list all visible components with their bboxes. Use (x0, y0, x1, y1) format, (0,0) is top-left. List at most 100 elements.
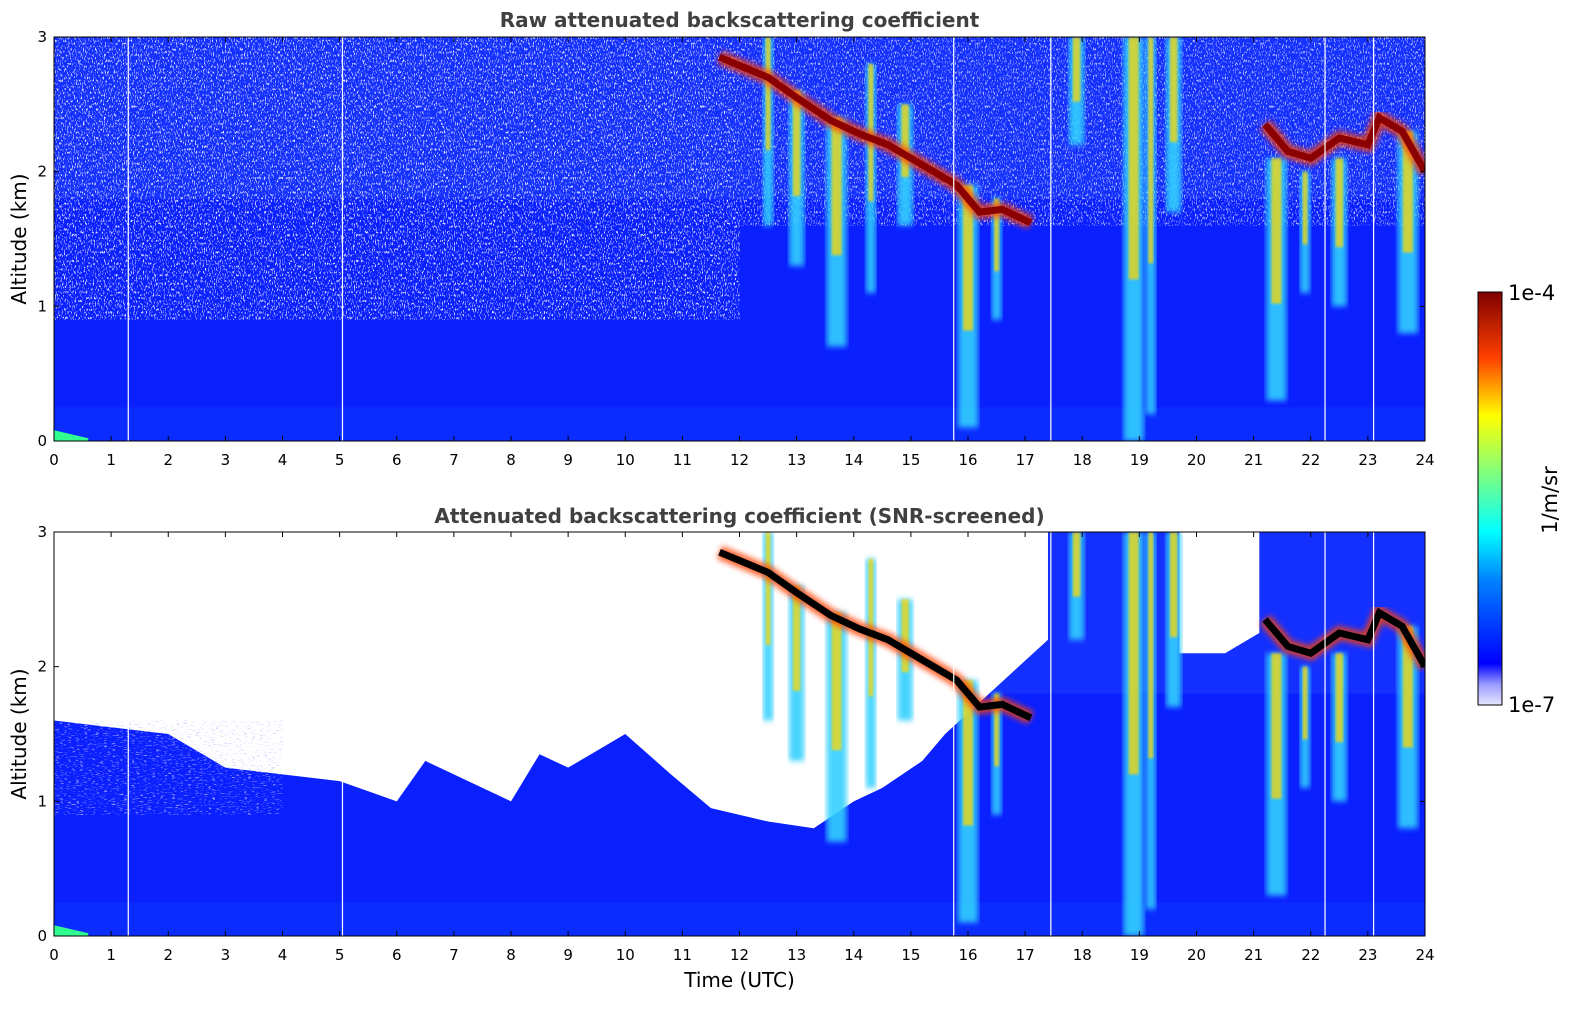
x-tick-label: 16 (958, 451, 977, 469)
fallstreak-core (1335, 158, 1344, 248)
x-tick-label: 18 (1073, 451, 1092, 469)
x-tick-label: 7 (449, 451, 459, 469)
x-tick-label: 2 (163, 946, 173, 964)
y-axis-label: Altitude (km) (7, 173, 31, 304)
x-tick-label: 22 (1301, 946, 1320, 964)
plot-area (54, 532, 1425, 936)
x-tick-label: 4 (278, 946, 288, 964)
fallstreak-core (831, 612, 842, 751)
x-tick-label: 15 (901, 451, 920, 469)
x-tick-label: 19 (1130, 451, 1149, 469)
x-tick-label: 13 (787, 946, 806, 964)
colorbar-max-label: 1e-4 (1508, 281, 1555, 305)
x-tick-label: 21 (1244, 451, 1263, 469)
screened-mask-2 (1179, 532, 1260, 654)
fallstreak-core (963, 680, 973, 826)
plot-area (54, 37, 1425, 441)
screened-backscatter-panel: Attenuated backscattering coefficient (S… (7, 504, 1435, 992)
x-tick-label: 23 (1358, 451, 1377, 469)
x-tick-label: 17 (1016, 946, 1035, 964)
y-tick-label: 0 (37, 927, 47, 945)
noise-speckle (54, 37, 740, 320)
x-tick-label: 1 (106, 946, 116, 964)
x-tick-label: 24 (1415, 946, 1434, 964)
fallstreak-core (1169, 37, 1178, 143)
fallstreak-core (901, 599, 909, 673)
surface-signal (54, 925, 89, 936)
colorbar-gradient (1477, 291, 1503, 706)
fallstreak-core (994, 693, 1000, 767)
x-tick-label: 14 (844, 451, 863, 469)
fallstreak-core (1128, 532, 1139, 775)
x-tick-label: 5 (335, 451, 345, 469)
fallstreak-core (901, 104, 909, 178)
fallstreak-core (1302, 666, 1308, 740)
x-tick-label: 14 (844, 946, 863, 964)
x-tick-label: 3 (221, 946, 231, 964)
surface-signal (54, 430, 89, 441)
chart-title: Raw attenuated backscattering coefficien… (500, 8, 980, 32)
colorbar: 1e-4 1e-7 1/m/sr (1477, 281, 1562, 717)
y-axis-label: Altitude (km) (7, 668, 31, 799)
y-tick-label: 2 (37, 658, 47, 676)
x-tick-label: 12 (730, 451, 749, 469)
x-tick-label: 6 (392, 946, 402, 964)
fallstreak-core (1271, 158, 1282, 304)
fallstreak-core (1335, 653, 1344, 743)
x-tick-label: 2 (163, 451, 173, 469)
colorbar-min-label: 1e-7 (1508, 693, 1555, 717)
x-tick-label: 20 (1187, 451, 1206, 469)
fallstreak-core (1271, 653, 1282, 799)
x-tick-label: 0 (49, 451, 59, 469)
fallstreak-core (1072, 37, 1081, 102)
x-tick-label: 0 (49, 946, 59, 964)
cloud-base-line-2 (1262, 112, 1425, 174)
x-tick-label: 18 (1073, 946, 1092, 964)
fallstreak-core (765, 532, 771, 646)
x-tick-label: 1 (106, 451, 116, 469)
lavender-speckle (54, 720, 283, 815)
fallstreak-core (765, 37, 771, 151)
fallstreak-core (1072, 532, 1081, 597)
x-tick-label: 10 (616, 451, 635, 469)
colorbar-unit-label: 1/m/sr (1538, 466, 1562, 534)
fallstreak-core (831, 117, 842, 256)
x-tick-label: 10 (616, 946, 635, 964)
x-tick-label: 22 (1301, 451, 1320, 469)
y-tick-label: 3 (37, 523, 47, 541)
x-tick-label: 15 (901, 946, 920, 964)
chart-title: Attenuated backscattering coefficient (S… (434, 504, 1044, 528)
y-tick-label: 0 (37, 432, 47, 450)
boundary-layer (54, 407, 1425, 441)
fallstreak-core (994, 198, 1000, 272)
fallstreak-core (1128, 37, 1139, 280)
x-tick-label: 11 (673, 451, 692, 469)
x-tick-label: 24 (1415, 451, 1434, 469)
fallstreak-core (792, 90, 801, 196)
y-tick-label: 3 (37, 28, 47, 46)
y-tick-label: 1 (37, 792, 47, 810)
x-tick-label: 21 (1244, 946, 1263, 964)
x-tick-label: 20 (1187, 946, 1206, 964)
y-tick-label: 2 (37, 163, 47, 181)
fallstreak-core (1148, 532, 1154, 759)
boundary-layer (54, 902, 1425, 936)
x-tick-label: 13 (787, 451, 806, 469)
x-tick-label: 7 (449, 946, 459, 964)
x-tick-label: 12 (730, 946, 749, 964)
cloud-base-line-2 (1262, 607, 1425, 669)
x-tick-label: 4 (278, 451, 288, 469)
x-tick-label: 5 (335, 946, 345, 964)
fallstreak-core (1169, 532, 1178, 638)
x-tick-label: 9 (563, 451, 573, 469)
x-tick-label: 8 (506, 946, 516, 964)
fallstreak-core (1302, 171, 1308, 245)
x-tick-label: 8 (506, 451, 516, 469)
x-tick-label: 11 (673, 946, 692, 964)
fallstreak-core (792, 585, 801, 691)
x-tick-label: 9 (563, 946, 573, 964)
x-tick-label: 6 (392, 451, 402, 469)
fallstreak-core (963, 185, 973, 331)
x-axis-label: Time (UTC) (683, 968, 795, 992)
